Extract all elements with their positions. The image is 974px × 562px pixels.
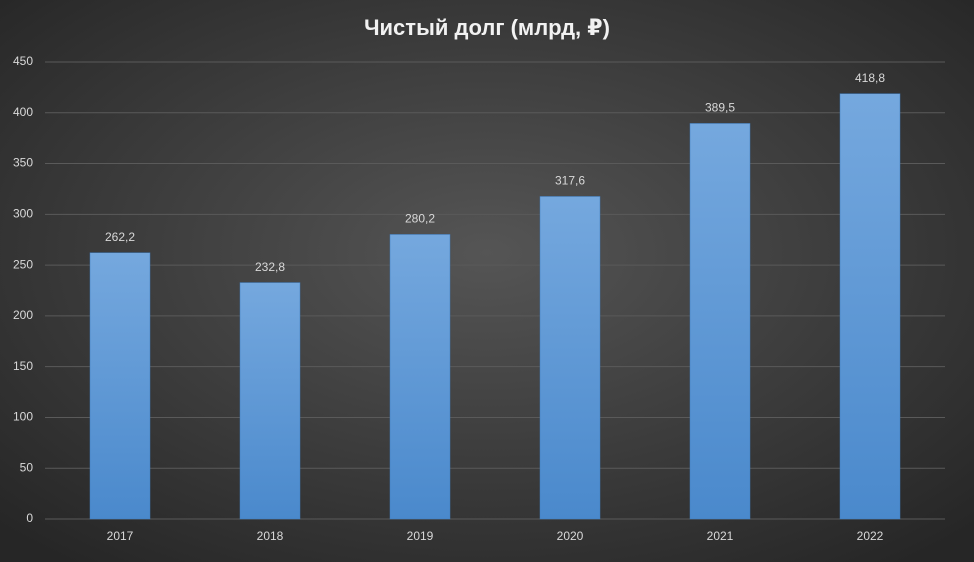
y-tick-label: 400 bbox=[13, 105, 33, 119]
bar bbox=[839, 93, 901, 520]
y-tick-label: 150 bbox=[13, 359, 33, 373]
y-tick-label: 450 bbox=[13, 54, 33, 68]
data-label: 389,5 bbox=[705, 101, 735, 115]
y-tick-label: 50 bbox=[20, 460, 34, 474]
x-tick-label: 2018 bbox=[257, 529, 284, 543]
y-tick-label: 250 bbox=[13, 257, 33, 271]
data-label: 280,2 bbox=[405, 212, 435, 226]
y-tick-label: 350 bbox=[13, 156, 33, 170]
bar bbox=[539, 196, 601, 520]
chart-title: Чистый долг (млрд, ₽) bbox=[364, 15, 610, 40]
y-tick-label: 300 bbox=[13, 207, 33, 221]
data-label: 317,6 bbox=[555, 174, 585, 188]
y-tick-label: 0 bbox=[26, 511, 33, 525]
y-tick-label: 200 bbox=[13, 308, 33, 322]
data-label: 418,8 bbox=[855, 71, 885, 85]
bar bbox=[689, 123, 751, 520]
y-tick-label: 100 bbox=[13, 410, 33, 424]
x-tick-label: 2017 bbox=[107, 529, 134, 543]
data-label: 232,8 bbox=[255, 260, 285, 274]
bar bbox=[239, 282, 301, 520]
x-tick-label: 2020 bbox=[557, 529, 584, 543]
bar bbox=[89, 252, 151, 520]
bar bbox=[389, 234, 451, 520]
x-tick-label: 2019 bbox=[407, 529, 434, 543]
x-tick-label: 2022 bbox=[857, 529, 884, 543]
data-label: 262,2 bbox=[105, 230, 135, 244]
x-tick-label: 2021 bbox=[707, 529, 734, 543]
